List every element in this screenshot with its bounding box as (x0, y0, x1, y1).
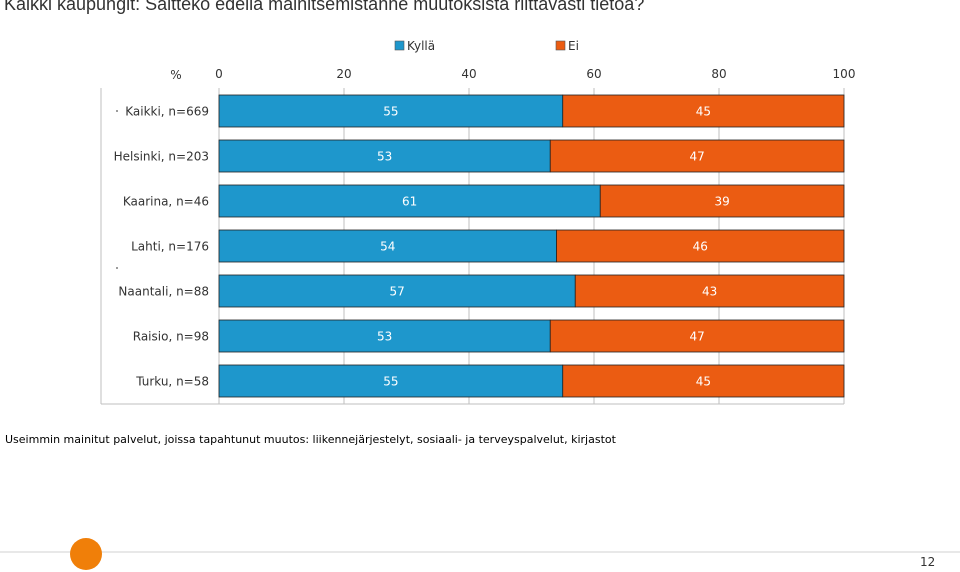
bars: 55 45 53 47 61 39 54 46 57 43 53 47 55 45 (218, 94, 845, 398)
y-axis-labels: Kaikki, n=669 Helsinki, n=203 Kaarina, n=4… (114, 105, 209, 389)
category-label: Kaikki, n=669 (125, 105, 209, 119)
bar-no (574, 274, 845, 308)
data-label-yes: 61 (402, 195, 417, 209)
data-label-no: 47 (689, 150, 704, 164)
x-tick-label: 40 (461, 67, 476, 81)
bar-yes (218, 184, 601, 218)
stacked-bar-chart: Kyllä Ei % 0 20 40 60 80 100 55 45 53 47 61 39 54 46 57… (100, 39, 855, 405)
legend-label-no: Ei (568, 39, 579, 53)
x-tick-label: 20 (336, 67, 351, 81)
page-number: 12 (920, 555, 936, 569)
x-tick-label: 100 (833, 67, 856, 81)
category-label: Naantali, n=88 (118, 285, 209, 299)
x-axis: % 0 20 40 60 80 100 (170, 67, 855, 82)
x-tick-label: 60 (586, 67, 601, 81)
bar-no (549, 139, 845, 173)
data-label-yes: 54 (380, 240, 395, 254)
marker-dot (116, 267, 118, 269)
bar-yes (218, 94, 564, 128)
data-label-yes: 55 (383, 105, 398, 119)
x-tick-label: 0 (215, 67, 223, 81)
category-label: Turku, n=58 (135, 375, 209, 389)
footer-divider (0, 551, 960, 553)
category-label: Kaarina, n=46 (123, 195, 209, 209)
data-label-yes: 57 (389, 285, 404, 299)
bar-yes (218, 274, 576, 308)
bar-no (562, 94, 845, 128)
legend: Kyllä Ei (394, 39, 579, 53)
slide-title: Kaikki kaupungit: Saitteko edellä mainit… (4, 0, 645, 14)
bar-no (556, 229, 845, 263)
data-label-no: 45 (696, 375, 711, 389)
legend-label-yes: Kyllä (407, 39, 435, 53)
data-label-no: 43 (702, 285, 717, 299)
bar-yes (218, 319, 551, 353)
data-label-yes: 53 (377, 150, 392, 164)
footnote: Useimmin mainitut palvelut, joissa tapah… (5, 433, 616, 446)
bar-no (599, 184, 845, 218)
brand-circle-icon (70, 538, 102, 570)
data-label-no: 39 (714, 195, 729, 209)
data-label-no: 47 (689, 330, 704, 344)
category-label: Helsinki, n=203 (114, 150, 209, 164)
bar-yes (218, 139, 551, 173)
bar-yes (218, 364, 564, 398)
bar-no (549, 319, 845, 353)
category-label: Raisio, n=98 (133, 330, 209, 344)
data-label-yes: 55 (383, 375, 398, 389)
axis-unit-label: % (170, 68, 181, 82)
legend-swatch-yes (394, 40, 405, 51)
bar-yes (218, 229, 557, 263)
data-label-no: 46 (693, 240, 708, 254)
marker-dot (116, 110, 118, 112)
data-label-no: 45 (696, 105, 711, 119)
x-tick-label: 80 (711, 67, 726, 81)
category-label: Lahti, n=176 (131, 240, 209, 254)
data-label-yes: 53 (377, 330, 392, 344)
bar-no (562, 364, 845, 398)
legend-swatch-no (555, 40, 566, 51)
